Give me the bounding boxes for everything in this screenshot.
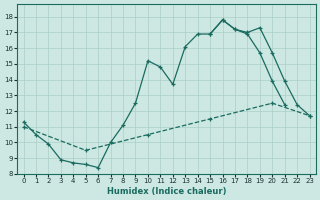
X-axis label: Humidex (Indice chaleur): Humidex (Indice chaleur)	[107, 187, 226, 196]
